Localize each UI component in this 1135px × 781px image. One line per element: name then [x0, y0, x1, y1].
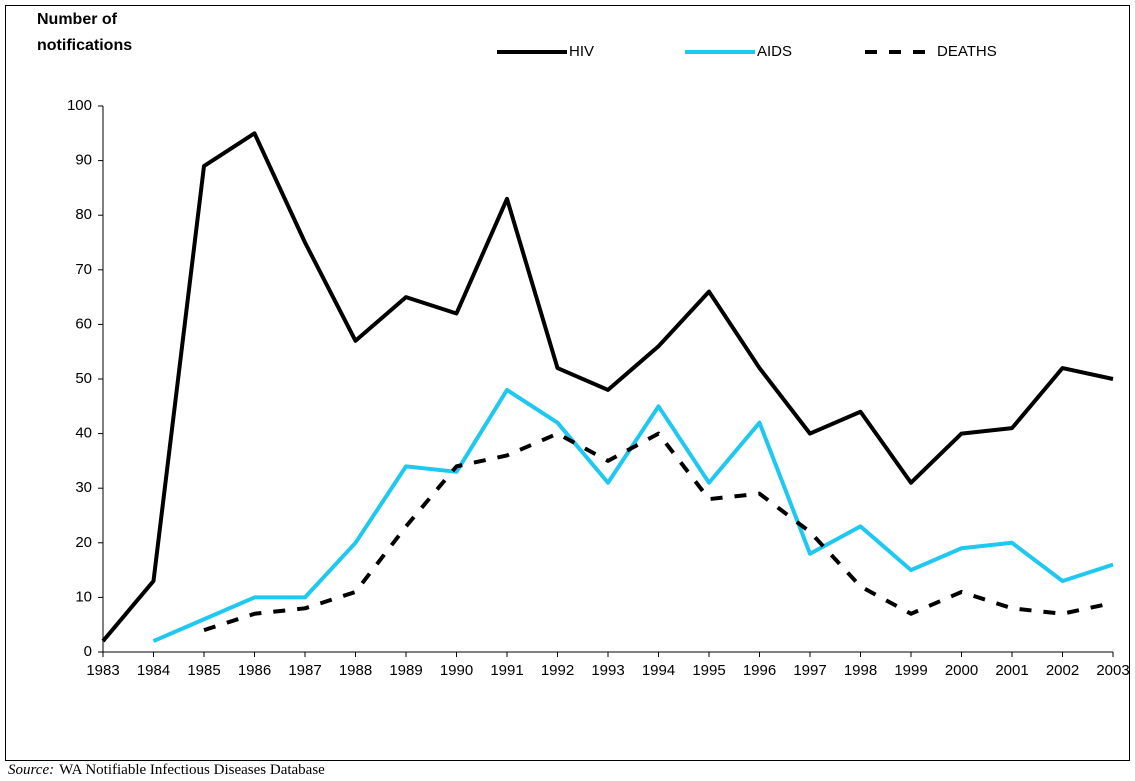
x-tick-label: 1995 [692, 662, 725, 679]
source-label: Source: [8, 762, 54, 778]
chart-border [5, 5, 1130, 761]
legend-label: AIDS [757, 43, 792, 60]
legend-label: DEATHS [937, 43, 997, 60]
y-axis-label: notifications [37, 37, 132, 54]
x-tick-label: 1998 [844, 662, 877, 679]
x-tick-label: 1987 [288, 662, 321, 679]
x-tick-label: 2000 [945, 662, 978, 679]
x-tick-label: 1991 [490, 662, 523, 679]
x-tick-label: 1997 [793, 662, 826, 679]
x-tick-label: 1993 [591, 662, 624, 679]
y-tick-label: 80 [75, 206, 92, 223]
y-axis-label: Number of [37, 11, 118, 28]
series-line [101, 131, 1114, 643]
x-tick-label: 1986 [238, 662, 271, 679]
x-tick-label: 1996 [743, 662, 776, 679]
x-tick-label: 2001 [995, 662, 1028, 679]
y-tick-label: 90 [75, 152, 92, 169]
x-tick-label: 1999 [894, 662, 927, 679]
y-tick-label: 50 [75, 370, 92, 387]
x-tick-label: 1984 [137, 662, 170, 679]
legend-label: HIV [569, 43, 594, 60]
x-tick-label: 1988 [339, 662, 372, 679]
y-tick-label: 100 [67, 97, 92, 114]
y-tick-label: 40 [75, 425, 92, 442]
source: Source: WA Notifiable Infectious Diseases… [8, 762, 325, 778]
x-tick-label: 1989 [389, 662, 422, 679]
source-text: WA Notifiable Infectious Diseases Databa… [59, 762, 325, 778]
x-tick-label: 1992 [541, 662, 574, 679]
y-tick-label: 20 [75, 534, 92, 551]
y-tick-label: 10 [75, 588, 92, 605]
y-tick-label: 0 [84, 643, 92, 660]
x-tick-label: 1994 [642, 662, 675, 679]
y-tick-label: 60 [75, 315, 92, 332]
x-tick-label: 2003 [1096, 662, 1129, 679]
x-tick-label: 1985 [187, 662, 220, 679]
x-tick-label: 1983 [86, 662, 119, 679]
x-tick-label: 2002 [1046, 662, 1079, 679]
y-tick-label: 70 [75, 261, 92, 278]
series-line [203, 431, 1114, 633]
series-line [152, 387, 1114, 643]
y-tick-label: 30 [75, 479, 92, 496]
x-tick-label: 1990 [440, 662, 473, 679]
